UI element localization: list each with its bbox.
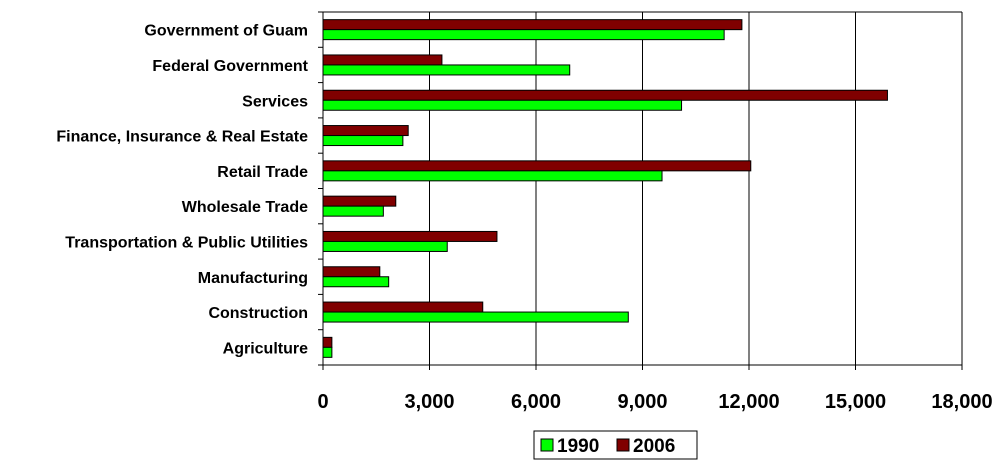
category-label: Retail Trade [217, 164, 308, 181]
bar-2006 [322, 54, 443, 66]
bar-2006 [322, 266, 381, 278]
bar-1990 [322, 346, 333, 358]
bar-1990 [322, 29, 725, 41]
category-label: Federal Government [152, 58, 308, 75]
x-tick-label: 12,000 [718, 391, 779, 413]
x-tick-label: 3,000 [404, 391, 454, 413]
category-label: Finance, Insurance & Real Estate [56, 129, 308, 146]
x-tick-label: 18,000 [931, 391, 992, 413]
x-tick-label: 9,000 [617, 391, 667, 413]
legend-swatch-1990 [540, 438, 554, 452]
bar-2006 [322, 125, 409, 137]
x-tick-label: 6,000 [511, 391, 561, 413]
category-label: Construction [208, 305, 308, 322]
bar-1990 [322, 135, 404, 147]
bar-2006 [322, 89, 888, 101]
bar-1990 [322, 205, 384, 217]
legend-swatch-2006 [616, 438, 630, 452]
category-label: Government of Guam [144, 23, 308, 40]
bars-layer [322, 19, 888, 358]
bar-2006 [322, 230, 498, 242]
x-tick-label: 0 [317, 391, 328, 413]
labels-layer: Government of Guam Federal Government Serv… [56, 23, 308, 358]
bar-2006 [322, 301, 484, 313]
category-label: Manufacturing [198, 270, 308, 287]
legend-label: 1990 [557, 436, 599, 457]
bar-1990 [322, 170, 663, 182]
axis-layer: 0 3,000 6,000 9,000 12,000 15,000 18,000 [317, 11, 993, 413]
category-label: Wholesale Trade [182, 199, 308, 216]
bar-2006 [322, 160, 752, 172]
category-label: Services [242, 93, 308, 110]
bar-1990 [322, 311, 629, 323]
bar-2006 [322, 19, 743, 31]
bar-2006 [322, 336, 333, 348]
bar-1990 [322, 240, 448, 252]
bar-1990 [322, 276, 390, 288]
legend-label: 2006 [633, 436, 675, 457]
legend-box [533, 430, 698, 460]
bar-1990 [322, 99, 683, 111]
category-label: Agriculture [223, 340, 308, 357]
x-tick-label: 15,000 [825, 391, 886, 413]
bar-2006 [322, 195, 397, 207]
legend: 1990 2006 [533, 430, 698, 460]
bar-1990 [322, 64, 571, 76]
category-label: Transportation & Public Utilities [65, 234, 308, 251]
